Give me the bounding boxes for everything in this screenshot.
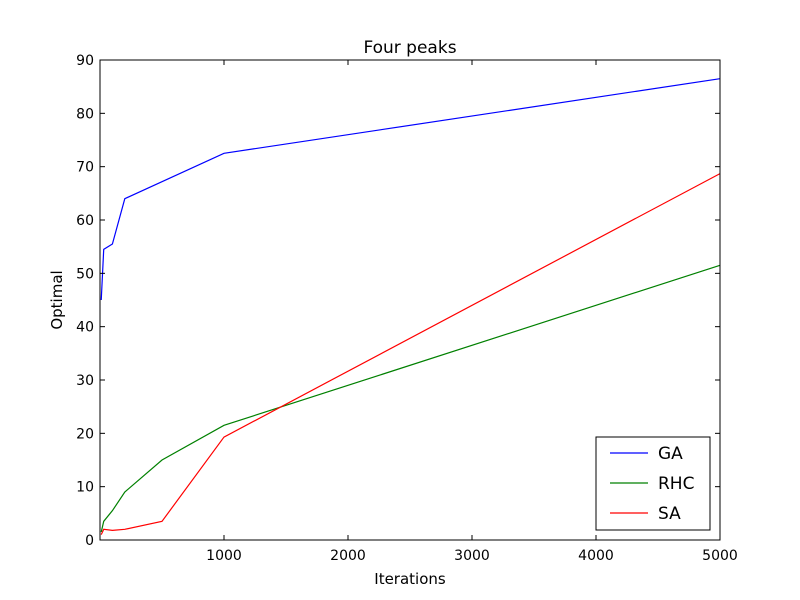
y-axis-label: Optimal [48, 270, 66, 329]
y-tick-label: 10 [76, 480, 94, 496]
series-line-ga [100, 78, 721, 301]
x-tick-label: 2000 [330, 548, 366, 564]
x-axis-label: Iterations [374, 570, 446, 588]
y-tick-label: 40 [76, 320, 94, 336]
plot-frame [99, 59, 721, 541]
x-tick-label: 1000 [206, 548, 242, 564]
x-tick-label: 4000 [578, 548, 614, 564]
chart-title: Four peaks [363, 38, 456, 58]
y-tick-label: 80 [76, 106, 94, 122]
legend-label-ga: GA [658, 444, 683, 464]
x-tick-label: 5000 [702, 548, 738, 564]
y-tick-label: 0 [85, 533, 94, 549]
y-tick-label: 30 [76, 373, 94, 389]
y-tick-label: 20 [76, 426, 94, 442]
y-tick-label: 50 [76, 266, 94, 282]
plot-lines [100, 78, 721, 535]
series-line-sa [100, 173, 721, 535]
legend: GA RHC SA [595, 436, 711, 531]
tick-labels: 1000 2000 3000 4000 5000 0 10 20 30 40 50 60 70 80 90 [76, 53, 738, 564]
series-line-rhc [100, 264, 721, 533]
legend-label-sa: SA [658, 504, 681, 524]
y-tick-label: 70 [76, 160, 94, 176]
y-tick-label: 60 [76, 213, 94, 229]
x-tick-label: 3000 [454, 548, 490, 564]
legend-label-rhc: RHC [658, 474, 694, 494]
y-tick-label: 90 [76, 53, 94, 69]
